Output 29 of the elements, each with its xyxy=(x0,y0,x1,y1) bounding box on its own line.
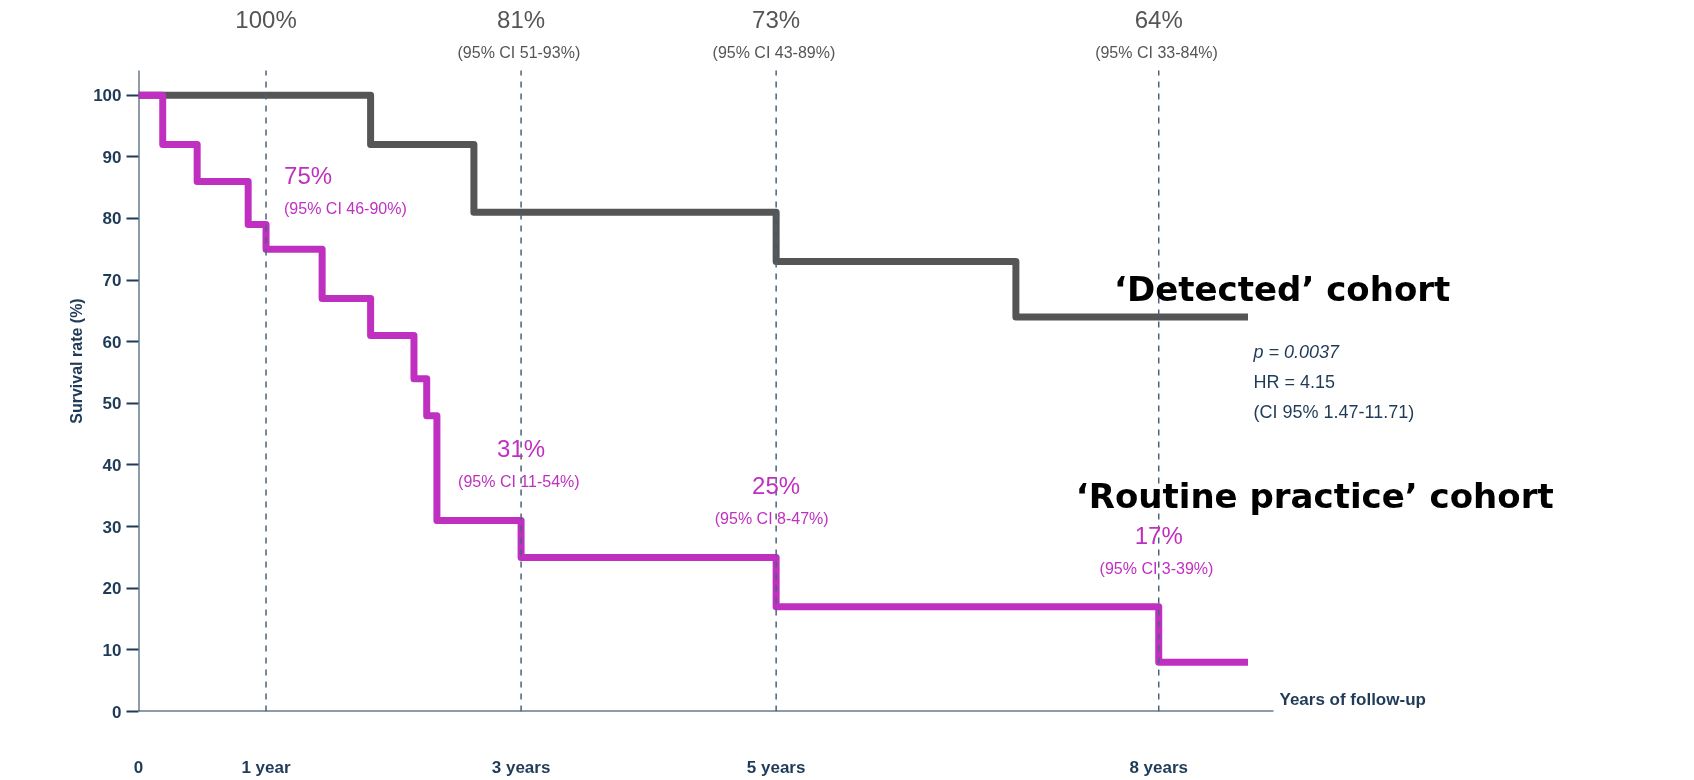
x-tick-label: 5 years xyxy=(746,757,806,777)
annotation: 17% (95% CI 3-39%) xyxy=(1099,521,1214,577)
annotation: 75% (95% CI 46-90%) xyxy=(284,162,407,218)
x-tick-label: 3 years xyxy=(491,757,551,777)
y-tick-label: 90 xyxy=(102,147,122,167)
y-axis-title: Survival rate (%) xyxy=(68,298,86,424)
y-tick-label: 60 xyxy=(102,332,122,352)
y-tick-label: 0 xyxy=(112,702,122,722)
annotation: 31% (95% CI 11-54%) xyxy=(458,435,580,491)
x-tick-label: 1 year xyxy=(241,757,291,777)
annotation: p = 0.0037 HR = 4.15 (CI 95% 1.47-11.71) xyxy=(1252,342,1415,423)
x-tick-label: 8 years xyxy=(1129,757,1189,777)
series-label: ‘Detected’ cohort xyxy=(1114,269,1451,310)
ref-line-label: 73% (95% CI 43-89%) xyxy=(712,5,836,61)
y-tick-label: 80 xyxy=(102,209,122,229)
x-tick-label: 0 xyxy=(133,757,144,777)
ref-line-label: 81% (95% CI 51-93%) xyxy=(457,5,581,61)
y-tick-label: 70 xyxy=(102,271,122,291)
y-tick-label: 30 xyxy=(102,517,122,537)
y-tick-label: 20 xyxy=(102,579,122,599)
x-axis-title: Years of follow-up xyxy=(1279,689,1426,709)
y-tick-label: 10 xyxy=(102,640,122,660)
y-tick-label: 50 xyxy=(102,394,122,414)
ref-line-label: 100% xyxy=(235,5,297,33)
y-tick-label: 100 xyxy=(93,86,122,106)
y-tick-label: 40 xyxy=(102,455,122,475)
annotation: 25% (95% CI 8-47%) xyxy=(714,472,829,528)
text: ‘Routine practice’ cohort xyxy=(1075,476,1554,517)
ref-line-label: 64% (95% CI 33-84%) xyxy=(1095,5,1218,61)
